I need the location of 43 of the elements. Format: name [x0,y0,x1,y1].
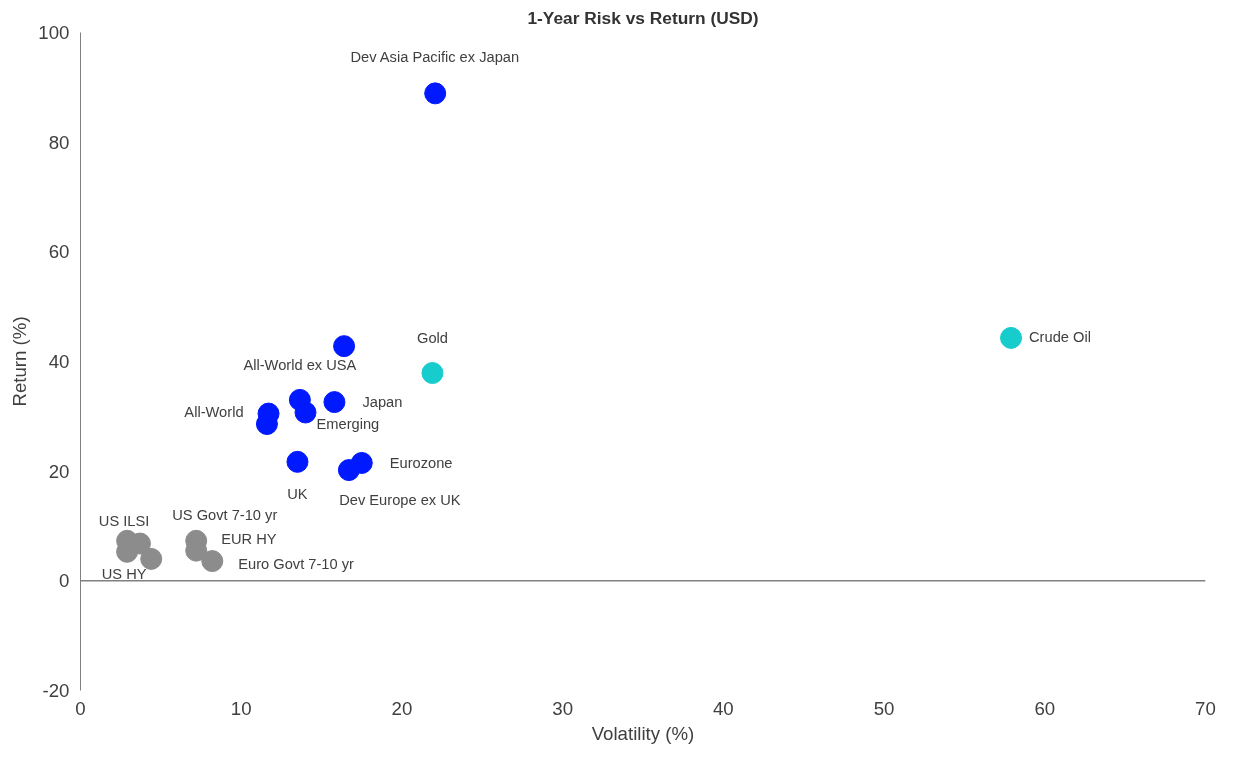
annotation: Dev Asia Pacific ex Japan [350,49,520,66]
point [286,450,309,473]
y-tick-label: 100 [38,22,70,43]
y-tick-label: -20 [42,680,70,701]
annotation: US HY [101,565,147,582]
x-tick-label: 0 [75,697,86,719]
point [424,82,447,105]
y-tick-label: 0 [59,570,70,592]
x-tick-label: 60 [1034,697,1056,719]
x-tick-label: 50 [873,697,895,719]
annotation: US ILSI [98,512,150,529]
annotation: Eurozone [389,454,453,471]
x-tick-label: 70 [1195,697,1216,719]
point [323,391,346,414]
y-tick-label: 20 [48,460,70,482]
annotation: EUR HY [221,530,277,547]
point [294,401,317,424]
point [421,362,444,384]
x-tick-label: 30 [552,697,574,719]
point [1000,326,1023,349]
x-tick-label: 20 [391,697,413,719]
annotation: All-World [184,403,244,420]
point [140,547,163,570]
annotation: US Govt 7-10 yr [172,506,278,523]
annotation: UK [287,485,308,502]
annotation: Crude Oil [1029,328,1091,345]
y-axis-title: Return (%) [9,316,31,407]
point [337,459,360,482]
x-axis-title: Volatility (%) [591,722,695,744]
annotation: Gold [416,330,448,347]
y-tick-label: 80 [48,131,70,153]
point [201,550,224,573]
annotation: All-World ex USA [243,356,357,373]
point [333,335,356,358]
annotation: Dev Europe ex UK [339,492,461,509]
y-tick-label: 60 [48,241,70,263]
chart-title: 1-Year Risk vs Return (USD) [527,7,759,28]
annotation: Emerging [316,416,380,433]
annotation: Japan [362,394,403,411]
x-tick-label: 10 [230,697,252,719]
y-tick-label: 40 [48,351,70,372]
annotation: Euro Govt 7-10 yr [238,556,355,573]
x-tick-label: 40 [712,697,734,719]
